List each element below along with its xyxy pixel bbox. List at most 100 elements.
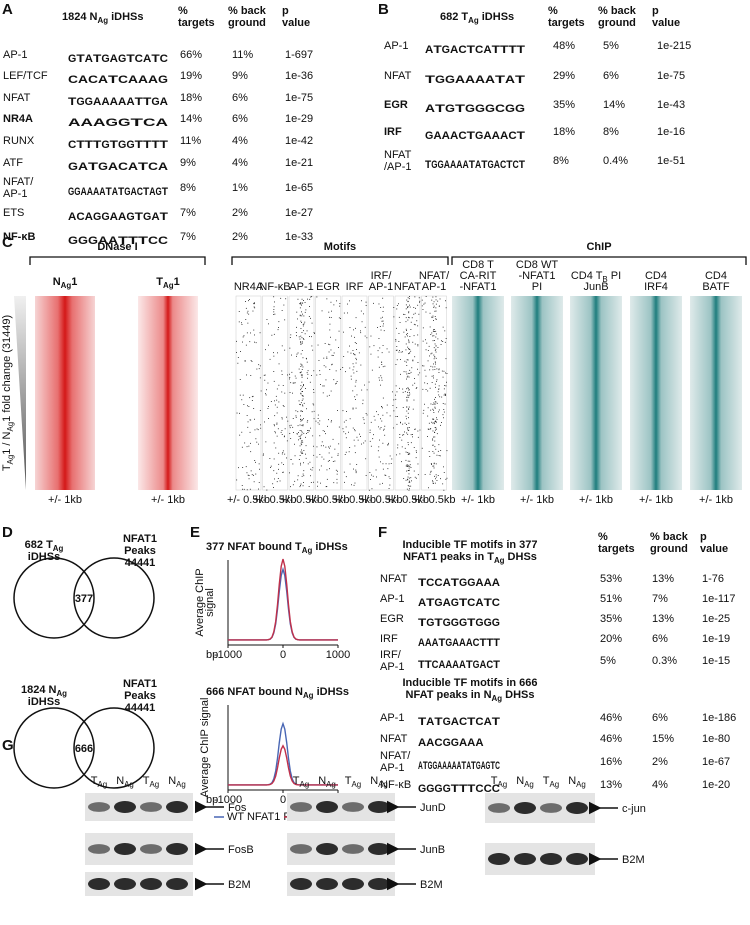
motif-hit [383,323,384,325]
motif-hit [325,366,327,368]
row-name: /AP-1 [384,161,412,173]
motif-hit [253,408,255,409]
motif-hit [381,320,383,322]
motif-hit [330,336,331,338]
motif-hit [328,343,329,345]
logo-letter: T [425,159,431,171]
motif-hit [307,430,308,431]
row-value: 20% [600,633,622,645]
motif-hit [284,453,286,455]
motif-hit [273,380,275,382]
motif-hit [424,474,426,475]
motif-hit [299,424,301,426]
lane-label-part: N [370,775,378,787]
motif-hit [407,306,409,308]
motif-hit [249,299,250,300]
motif-hit [278,363,280,365]
motif-hit [247,474,249,476]
motif-hit [244,442,246,444]
column-label-part: PI [608,270,621,282]
motif-hit [405,459,407,461]
motif-hit [250,470,252,472]
motif-hit [433,452,435,454]
motif-hit [307,420,309,422]
motif-hit [273,470,275,472]
motif-hit [381,361,383,363]
motif-hit [435,429,436,431]
motif-hit [299,486,301,488]
motif-hit [410,477,412,479]
logo-letter: C [458,130,466,142]
venn-label: NFAT1 [123,678,157,690]
logo-letter: T [506,159,512,171]
motif-hit [251,396,253,398]
motif-hit [257,429,259,431]
motif-hit [347,351,349,353]
logo-letter: A [442,130,450,142]
motif-hit [317,414,319,416]
motif-hit [297,352,299,354]
venn-label-part: 682 T [25,539,53,551]
lane-label-part: T [143,775,150,787]
motif-hit [402,434,403,436]
row-value: 13% [600,779,622,791]
motif-hit [313,445,314,447]
motif-hit [435,296,437,298]
row-name: NF-κB [380,779,411,791]
logo-letter: T [106,186,112,198]
motif-hit [400,359,401,360]
motif-hit [292,484,294,486]
motif-hit [265,393,266,395]
motif-hit [356,436,358,438]
motif-hit [434,310,436,312]
motif-hit [421,299,423,301]
motif-hit [369,440,371,442]
lane-label-part: T [491,775,498,787]
motif-hit [431,464,432,465]
motif-hit [433,329,435,330]
motif-hit [308,486,310,487]
row-value: 4% [232,135,248,147]
motif-hit [377,356,379,358]
motif-hit [408,467,410,469]
row-name: AP-1 [380,661,404,673]
logo-letter: T [433,44,442,56]
motif-hit [347,303,348,305]
motif-hit [301,424,303,426]
motif-hit [300,372,302,374]
blot-band [342,844,364,854]
motif-hit [369,432,371,433]
motif-hit [399,434,401,435]
profile-curve [228,558,338,641]
motif-hit [434,427,436,428]
motif-hit [329,460,330,461]
motif-hit [404,314,406,315]
section-heading-part: Ag [492,694,503,703]
panel-title-part: 682 T [440,11,468,23]
row-value: 18% [180,92,202,104]
motif-hit [435,345,437,347]
motif-hit [425,311,427,313]
column-label: IRF [346,281,364,293]
row-name: AP-1 [3,49,27,61]
column-header: value [700,543,728,555]
row-name: LEF/TCF [3,70,48,82]
motif-hit [434,440,436,442]
column-label-part: Ag [163,281,174,290]
motif-hit [377,350,379,352]
motif-hit [445,395,446,396]
logo-letter: T [425,659,432,671]
heatmap [35,296,95,490]
motif-hit [414,382,416,384]
motif-hit [313,418,315,420]
motif-hit [441,370,443,372]
motif-hit [335,383,336,385]
logo-letter: A [456,159,462,171]
motif-hit [335,469,337,471]
motif-hit [404,391,406,393]
logo-letter: C [495,103,505,115]
motif-hit [253,303,255,305]
motif-hit [407,394,409,396]
motif-hit [330,421,332,423]
motif-hit [325,486,327,488]
